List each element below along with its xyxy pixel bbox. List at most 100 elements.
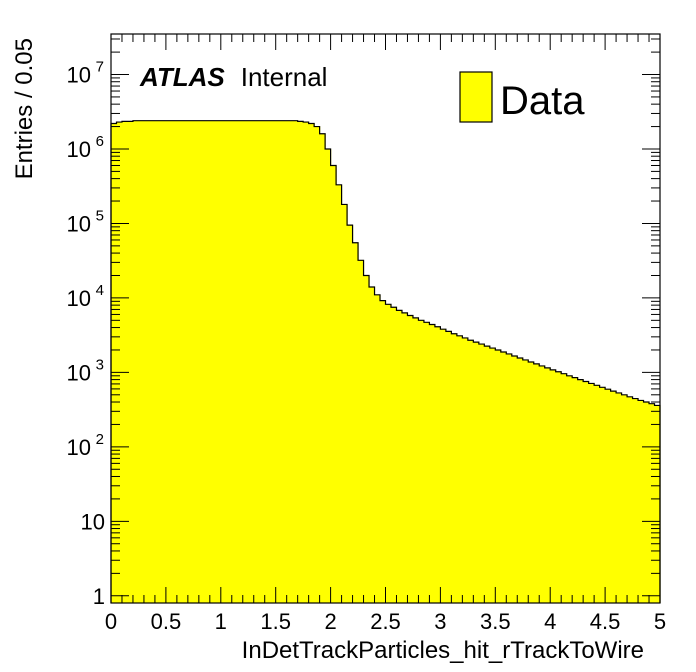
y-tick-label: 10 bbox=[67, 137, 91, 162]
histogram-bar bbox=[226, 120, 233, 603]
histogram-bar bbox=[495, 349, 502, 603]
legend-swatch bbox=[459, 71, 493, 123]
histogram-bar bbox=[215, 120, 222, 603]
histogram-bar bbox=[248, 120, 255, 603]
y-tick-label: 10 bbox=[67, 211, 91, 236]
x-tick-label: 4 bbox=[544, 609, 556, 634]
y-tick-exponent: 3 bbox=[96, 356, 104, 373]
histogram-bar bbox=[654, 405, 661, 603]
histogram-bar bbox=[193, 120, 200, 603]
histogram-bar bbox=[374, 294, 381, 603]
histogram-bar bbox=[550, 369, 557, 603]
y-tick-label: 1 bbox=[93, 584, 105, 609]
y-tick-exponent: 7 bbox=[96, 59, 104, 76]
histogram-bar bbox=[478, 344, 485, 603]
histogram-bar bbox=[149, 120, 156, 603]
histogram-bar bbox=[588, 383, 595, 603]
histogram-bar bbox=[555, 371, 562, 603]
histogram-bar bbox=[484, 346, 491, 603]
legend: Data bbox=[459, 71, 585, 123]
histogram-bar bbox=[182, 120, 189, 603]
histogram-bar bbox=[143, 120, 151, 603]
x-tick-label: 2.5 bbox=[370, 609, 401, 634]
histogram-bar bbox=[517, 358, 524, 603]
histogram-bar bbox=[506, 353, 513, 603]
histogram-bar bbox=[385, 304, 392, 603]
histogram-bar bbox=[286, 120, 293, 603]
histogram-bar bbox=[165, 120, 172, 603]
histogram-bar bbox=[352, 242, 359, 603]
y-tick-label: 10 bbox=[81, 509, 105, 534]
histogram-bar bbox=[489, 348, 496, 603]
histogram-bar bbox=[127, 121, 134, 603]
atlas-label-text: Internal bbox=[241, 62, 328, 92]
y-tick-exponent: 4 bbox=[96, 282, 104, 299]
histogram-bar bbox=[621, 394, 628, 603]
histogram-bar bbox=[198, 120, 205, 603]
x-tick-label: 0 bbox=[105, 609, 117, 634]
histogram-bar bbox=[418, 320, 425, 603]
x-tick-labels: 0 0.5 1 1.5 2 2.5 3 3.5 4 4.5 5 bbox=[105, 609, 666, 634]
histogram-bar bbox=[138, 120, 145, 603]
x-tick-label: 4.5 bbox=[590, 609, 621, 634]
histogram-bar bbox=[445, 331, 452, 603]
histogram-bar bbox=[154, 120, 162, 603]
histogram-bar bbox=[369, 287, 376, 603]
histogram-bar bbox=[160, 120, 167, 603]
y-tick-label: 10 bbox=[67, 286, 91, 311]
histogram-bar bbox=[610, 391, 617, 603]
histogram-bar bbox=[599, 387, 606, 603]
histogram-bar bbox=[275, 120, 282, 603]
y-tick-label: 10 bbox=[67, 435, 91, 460]
histogram-bar bbox=[401, 312, 409, 603]
histogram-bar bbox=[638, 400, 645, 603]
y-axis-label: Entries / 0.05 bbox=[11, 38, 38, 179]
histogram-bar bbox=[330, 165, 337, 603]
y-tick-label: 10 bbox=[67, 360, 91, 385]
histogram-bar bbox=[363, 275, 370, 603]
histogram-bar bbox=[572, 377, 579, 603]
histogram-bar bbox=[132, 120, 140, 603]
histogram-bar bbox=[336, 184, 343, 604]
histogram-bar bbox=[429, 324, 436, 603]
histogram-bar bbox=[456, 335, 463, 603]
histogram-bar bbox=[292, 120, 299, 603]
histogram-bar bbox=[111, 123, 118, 603]
histogram-bar bbox=[632, 398, 639, 603]
histogram-bar bbox=[176, 120, 183, 603]
histogram-bar bbox=[314, 126, 321, 604]
legend-label: Data bbox=[500, 79, 585, 123]
histogram-bar bbox=[308, 123, 315, 603]
histogram-bar bbox=[204, 120, 211, 603]
histogram-bar bbox=[423, 322, 431, 603]
histogram-bar bbox=[259, 120, 266, 603]
x-tick-label: 2 bbox=[324, 609, 336, 634]
histogram-bar bbox=[209, 120, 216, 603]
histogram-bar bbox=[412, 317, 420, 603]
histogram-bar bbox=[467, 340, 474, 603]
histogram-bar bbox=[281, 120, 288, 603]
histogram-bar bbox=[297, 121, 304, 603]
histogram-bar bbox=[116, 122, 123, 603]
histogram-bar bbox=[390, 307, 398, 603]
histogram-bar bbox=[643, 402, 650, 603]
histogram-bar bbox=[231, 120, 238, 603]
histogram-bar bbox=[561, 373, 568, 603]
histogram-bar bbox=[451, 333, 458, 603]
y-tick-exponent: 6 bbox=[96, 133, 104, 150]
histogram-bar bbox=[325, 148, 332, 603]
plot-area bbox=[110, 33, 661, 604]
histogram-bar bbox=[121, 121, 129, 603]
histogram-bar bbox=[253, 120, 260, 603]
histogram-bar bbox=[649, 403, 656, 603]
histogram-bar bbox=[473, 342, 480, 603]
x-tick-label: 1 bbox=[215, 609, 227, 634]
histogram-bar bbox=[500, 351, 507, 603]
plot-frame bbox=[110, 33, 661, 604]
histogram-bar bbox=[539, 365, 546, 603]
histogram-bar bbox=[237, 120, 244, 603]
histogram-bar bbox=[533, 363, 540, 603]
histogram-bar bbox=[522, 359, 529, 603]
y-tick-label: 10 bbox=[67, 63, 91, 88]
histogram-bar bbox=[462, 337, 469, 603]
